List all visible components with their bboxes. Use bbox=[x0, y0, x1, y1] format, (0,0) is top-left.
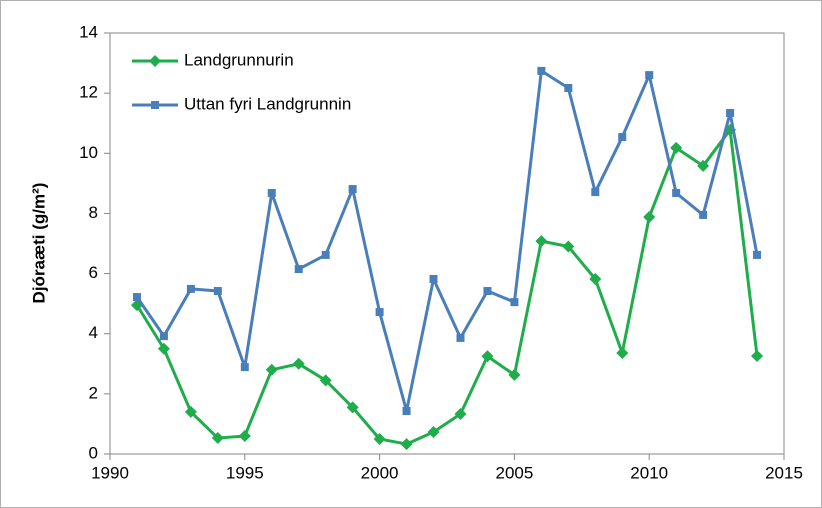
data-point bbox=[564, 84, 573, 93]
data-point bbox=[670, 141, 683, 154]
legend-marker bbox=[151, 101, 159, 109]
data-point bbox=[429, 274, 438, 283]
data-point bbox=[348, 185, 357, 194]
data-point bbox=[346, 401, 359, 414]
y-tick-label: 6 bbox=[89, 263, 98, 282]
data-point bbox=[616, 346, 629, 359]
data-point bbox=[319, 374, 332, 387]
data-point bbox=[562, 240, 575, 253]
data-point bbox=[292, 357, 305, 370]
data-point bbox=[456, 333, 465, 342]
data-point bbox=[618, 133, 627, 142]
series-line bbox=[135, 69, 759, 413]
data-point bbox=[375, 308, 384, 317]
data-point bbox=[240, 363, 249, 372]
data-point bbox=[510, 298, 519, 307]
data-point bbox=[454, 408, 467, 421]
data-point bbox=[373, 432, 386, 445]
y-tick-label: 14 bbox=[79, 22, 98, 41]
data-point bbox=[159, 332, 168, 341]
y-tick-label: 10 bbox=[79, 143, 98, 162]
data-point bbox=[645, 71, 654, 80]
legend-label: Uttan fyri Landgrunnin bbox=[184, 94, 351, 113]
y-tick-label: 2 bbox=[89, 383, 98, 402]
x-tick-label: 1995 bbox=[226, 463, 264, 482]
data-point bbox=[589, 272, 602, 285]
data-point bbox=[402, 406, 411, 415]
legend-marker bbox=[149, 55, 161, 67]
data-point bbox=[321, 250, 330, 259]
y-tick-label: 0 bbox=[89, 443, 98, 462]
data-point bbox=[265, 363, 278, 376]
data-point bbox=[535, 235, 548, 248]
x-tick-label: 2015 bbox=[765, 463, 803, 482]
y-tick-label: 12 bbox=[79, 83, 98, 102]
data-point bbox=[672, 188, 681, 197]
data-point bbox=[213, 287, 222, 296]
data-point bbox=[483, 287, 492, 296]
y-tick-label: 8 bbox=[89, 203, 98, 222]
y-axis-label: Djóraæti (g/m²) bbox=[29, 183, 48, 304]
data-point bbox=[537, 66, 546, 75]
data-point bbox=[697, 159, 710, 172]
data-point bbox=[211, 432, 224, 445]
y-tick-label: 4 bbox=[89, 323, 98, 342]
data-point bbox=[184, 405, 197, 418]
data-point bbox=[591, 188, 600, 197]
data-point bbox=[508, 368, 521, 381]
data-point bbox=[400, 438, 413, 451]
data-point bbox=[481, 350, 494, 363]
x-tick-label: 1990 bbox=[91, 463, 129, 482]
x-tick-label: 2005 bbox=[495, 463, 533, 482]
data-point bbox=[186, 284, 195, 293]
data-point bbox=[157, 342, 170, 355]
data-point bbox=[751, 349, 764, 362]
data-point bbox=[726, 108, 735, 117]
data-point bbox=[753, 250, 762, 259]
plot-area bbox=[109, 32, 785, 455]
data-point bbox=[294, 265, 303, 274]
legend-label: Landgrunnurin bbox=[184, 50, 294, 69]
data-point bbox=[238, 429, 251, 442]
data-point bbox=[132, 293, 141, 302]
data-point bbox=[643, 211, 656, 224]
data-point bbox=[267, 188, 276, 197]
x-tick-label: 2010 bbox=[630, 463, 668, 482]
data-point bbox=[699, 210, 708, 219]
data-point bbox=[427, 426, 440, 439]
x-tick-label: 2000 bbox=[361, 463, 399, 482]
